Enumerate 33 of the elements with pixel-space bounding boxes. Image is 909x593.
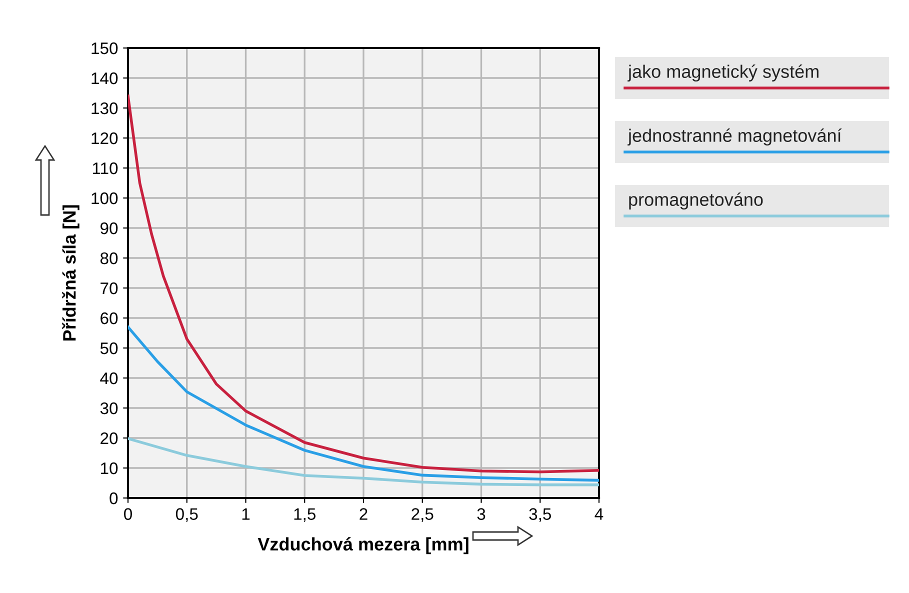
y-tick-label: 140	[92, 72, 118, 84]
y-tick-label: 60	[100, 312, 118, 324]
y-tick-label: 130	[92, 102, 118, 114]
x-axis-title: Vzduchová mezera [mm]	[258, 537, 468, 554]
y-tick-label: 80	[100, 252, 118, 264]
line-series	[128, 437, 599, 486]
y-tick-label: 90	[100, 222, 118, 234]
y-tick-label: 120	[92, 132, 118, 144]
y-tick-label: 100	[92, 192, 118, 204]
x-tick-label: 2,5	[412, 508, 434, 522]
text: jako magnetický systém	[628, 64, 818, 82]
text: promagnetováno	[629, 192, 763, 210]
y-axis-title: Přídržná síla [N]	[62, 205, 80, 341]
y-tick-label: 10	[101, 462, 118, 474]
x-tick-label: 3,5	[529, 508, 552, 522]
x-tick-label: 4	[594, 508, 604, 520]
x-tick-label: 3	[477, 508, 486, 520]
y-tick-label: 0	[110, 492, 118, 504]
x-tick-label: 1,5	[294, 508, 316, 522]
y-tick-label: 70	[100, 282, 118, 294]
text: jednostranné magnetování	[628, 128, 842, 146]
y-tick-label: 40	[100, 372, 118, 384]
y-tick-label: 50	[100, 342, 118, 354]
y-tick-label: 20	[100, 432, 118, 444]
x-tick-label: 1	[242, 508, 250, 520]
line-series	[128, 94, 599, 474]
x-tick-label: 0,5	[176, 508, 198, 522]
x-tick-label: 2	[360, 508, 368, 520]
y-tick-label: 30	[100, 402, 118, 414]
y-tick-label: 150	[92, 42, 118, 54]
line-series	[128, 326, 599, 482]
x-tick-label: 0	[124, 508, 132, 520]
y-tick-label: 110	[92, 162, 118, 174]
